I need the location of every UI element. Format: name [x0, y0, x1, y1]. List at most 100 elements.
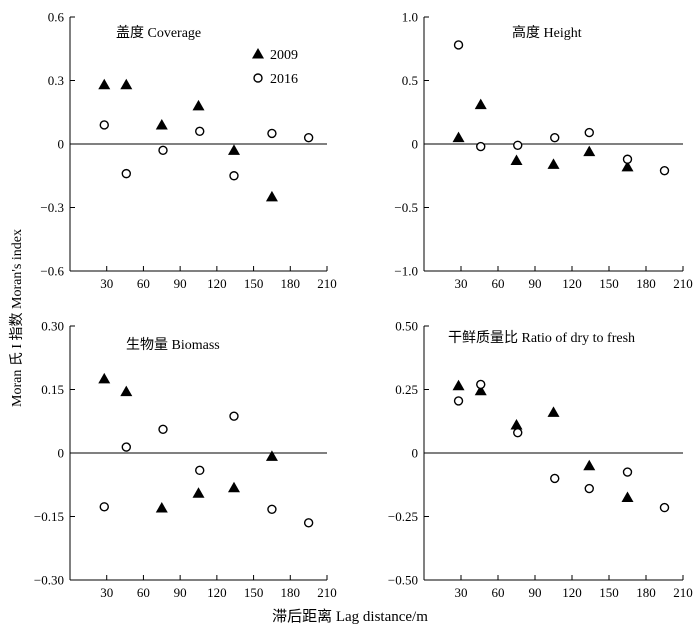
y-tick-label: 0 — [58, 137, 65, 152]
x-tick-label: 210 — [317, 276, 337, 291]
point-2016 — [195, 465, 205, 476]
x-tick-label: 30 — [455, 276, 468, 291]
panel-2: −1.0 −0.5 0 0.5 1.0 30 60 90 120 150 180 210 高度 Heig… — [394, 10, 692, 292]
y-tick-label: −0.5 — [394, 200, 418, 215]
point-2009 — [98, 78, 111, 90]
x-tick-label: 30 — [100, 276, 113, 291]
point-2016 — [659, 165, 670, 176]
x-tick-label: 120 — [207, 585, 227, 600]
point-2009 — [192, 487, 205, 498]
y-tick-label: 0.6 — [48, 10, 65, 25]
x-tick-label: 210 — [673, 585, 693, 600]
x-tick-label: 120 — [207, 276, 227, 291]
point-2016 — [622, 467, 633, 477]
panel-title: 盖度 Coverage — [116, 25, 201, 41]
panel-title: 生物量 Biomass — [126, 337, 220, 353]
x-tick-label: 210 — [317, 585, 337, 600]
y-tick-label: 0 — [412, 446, 419, 461]
point-2009 — [227, 481, 240, 493]
point-2016 — [158, 424, 168, 434]
legend-label-2016: 2016 — [270, 72, 298, 87]
x-axis-label: 滞后距离 Lag distance/m — [272, 608, 428, 625]
y-tick-label: 0.30 — [41, 319, 64, 334]
y-tick-label: 0.3 — [48, 73, 64, 88]
point-2016 — [584, 127, 594, 138]
point-2009 — [621, 491, 634, 502]
x-tick-label: 90 — [174, 276, 187, 291]
x-tick-label: 90 — [174, 585, 187, 600]
x-tick-label: 120 — [562, 276, 582, 291]
panel-4: −0.50 −0.25 0 0.25 0.50 30 60 90 120 150 180 210 干鲜质… — [388, 319, 693, 601]
y-tick-label: 0 — [58, 446, 65, 461]
point-2009 — [547, 158, 560, 169]
point-2016 — [303, 518, 314, 528]
y-tick-label: −0.30 — [34, 573, 64, 588]
point-2016 — [267, 128, 277, 139]
point-2016 — [453, 396, 464, 406]
point-2009 — [510, 419, 523, 430]
y-tick-label: −0.3 — [40, 200, 64, 215]
point-2016 — [303, 132, 314, 143]
point-2009 — [474, 384, 487, 396]
x-tick-label: 180 — [636, 276, 656, 291]
point-2009 — [120, 385, 133, 397]
point-2016 — [550, 473, 560, 484]
point-2016 — [229, 171, 239, 181]
point-2016 — [584, 483, 594, 494]
y-tick-label: −0.50 — [388, 573, 418, 588]
point-2009 — [155, 118, 168, 130]
point-2009 — [265, 450, 278, 461]
y-tick-label: 0.15 — [41, 382, 64, 397]
point-2009 — [452, 379, 465, 391]
point-2016 — [158, 145, 168, 156]
y-tick-label: 0.25 — [395, 382, 418, 397]
y-axis-label: Moran 氏 I 指数 Moran's index — [9, 229, 25, 407]
point-2016 — [476, 379, 486, 390]
point-2016 — [513, 427, 523, 438]
x-tick-label: 180 — [281, 585, 301, 600]
point-2009 — [120, 78, 133, 90]
point-2016 — [99, 502, 109, 512]
x-tick-label: 60 — [137, 276, 150, 291]
x-tick-label: 150 — [244, 276, 264, 291]
y-tick-label: −0.15 — [34, 509, 64, 524]
point-2016 — [476, 141, 486, 152]
y-tick-label: −0.25 — [388, 509, 418, 524]
point-2016 — [453, 40, 464, 50]
point-2016 — [513, 140, 523, 150]
y-tick-label: 0.5 — [402, 73, 418, 88]
panel-3: −0.30 −0.15 0 0.15 0.30 30 60 90 120 150 180 210 生物量… — [34, 319, 337, 601]
point-2016 — [121, 168, 131, 179]
x-tick-label: 90 — [529, 585, 542, 600]
legend-label-2009: 2009 — [270, 48, 298, 63]
point-2009 — [155, 502, 168, 513]
panel-title: 干鲜质量比 Ratio of dry to fresh — [448, 330, 635, 346]
point-2009 — [192, 99, 205, 111]
legend: 2009 2016 — [252, 48, 298, 87]
point-2009 — [547, 406, 560, 417]
y-tick-label: 0.50 — [395, 319, 418, 334]
x-tick-label: 150 — [599, 276, 619, 291]
point-2009 — [98, 372, 111, 384]
x-tick-label: 30 — [455, 585, 468, 600]
point-2016 — [99, 120, 109, 130]
x-tick-label: 150 — [599, 585, 619, 600]
point-2016 — [659, 502, 670, 513]
panel-1: −0.6 −0.3 0 0.3 0.6 30 60 90 120 150 180 210 盖度 Cove… — [40, 10, 336, 292]
x-tick-label: 60 — [492, 276, 505, 291]
legend-circle-icon — [253, 73, 263, 83]
y-tick-label: 1.0 — [402, 10, 418, 25]
point-2009 — [583, 459, 596, 471]
legend-triangle-icon — [252, 48, 264, 59]
point-2009 — [583, 145, 596, 157]
point-2016 — [121, 442, 131, 452]
y-tick-label: −1.0 — [394, 264, 418, 279]
point-2009 — [621, 160, 634, 172]
x-tick-label: 180 — [281, 276, 301, 291]
point-2009 — [265, 190, 278, 202]
point-2016 — [622, 154, 633, 164]
point-2009 — [510, 154, 523, 166]
x-tick-label: 210 — [673, 276, 693, 291]
x-tick-label: 60 — [492, 585, 505, 600]
